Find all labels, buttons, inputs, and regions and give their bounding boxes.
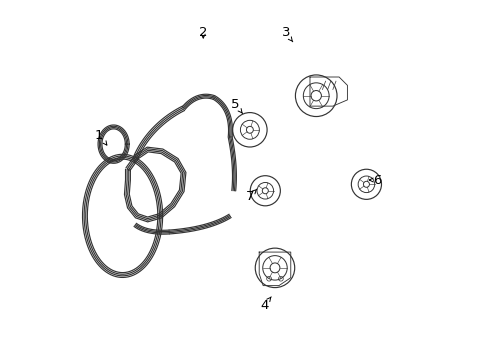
Text: 7: 7 (245, 189, 256, 203)
Text: 2: 2 (199, 27, 207, 40)
Text: 4: 4 (260, 297, 271, 312)
Text: 5: 5 (231, 98, 242, 113)
Text: 6: 6 (368, 174, 381, 186)
Text: 3: 3 (281, 27, 292, 42)
Text: 1: 1 (95, 129, 107, 145)
